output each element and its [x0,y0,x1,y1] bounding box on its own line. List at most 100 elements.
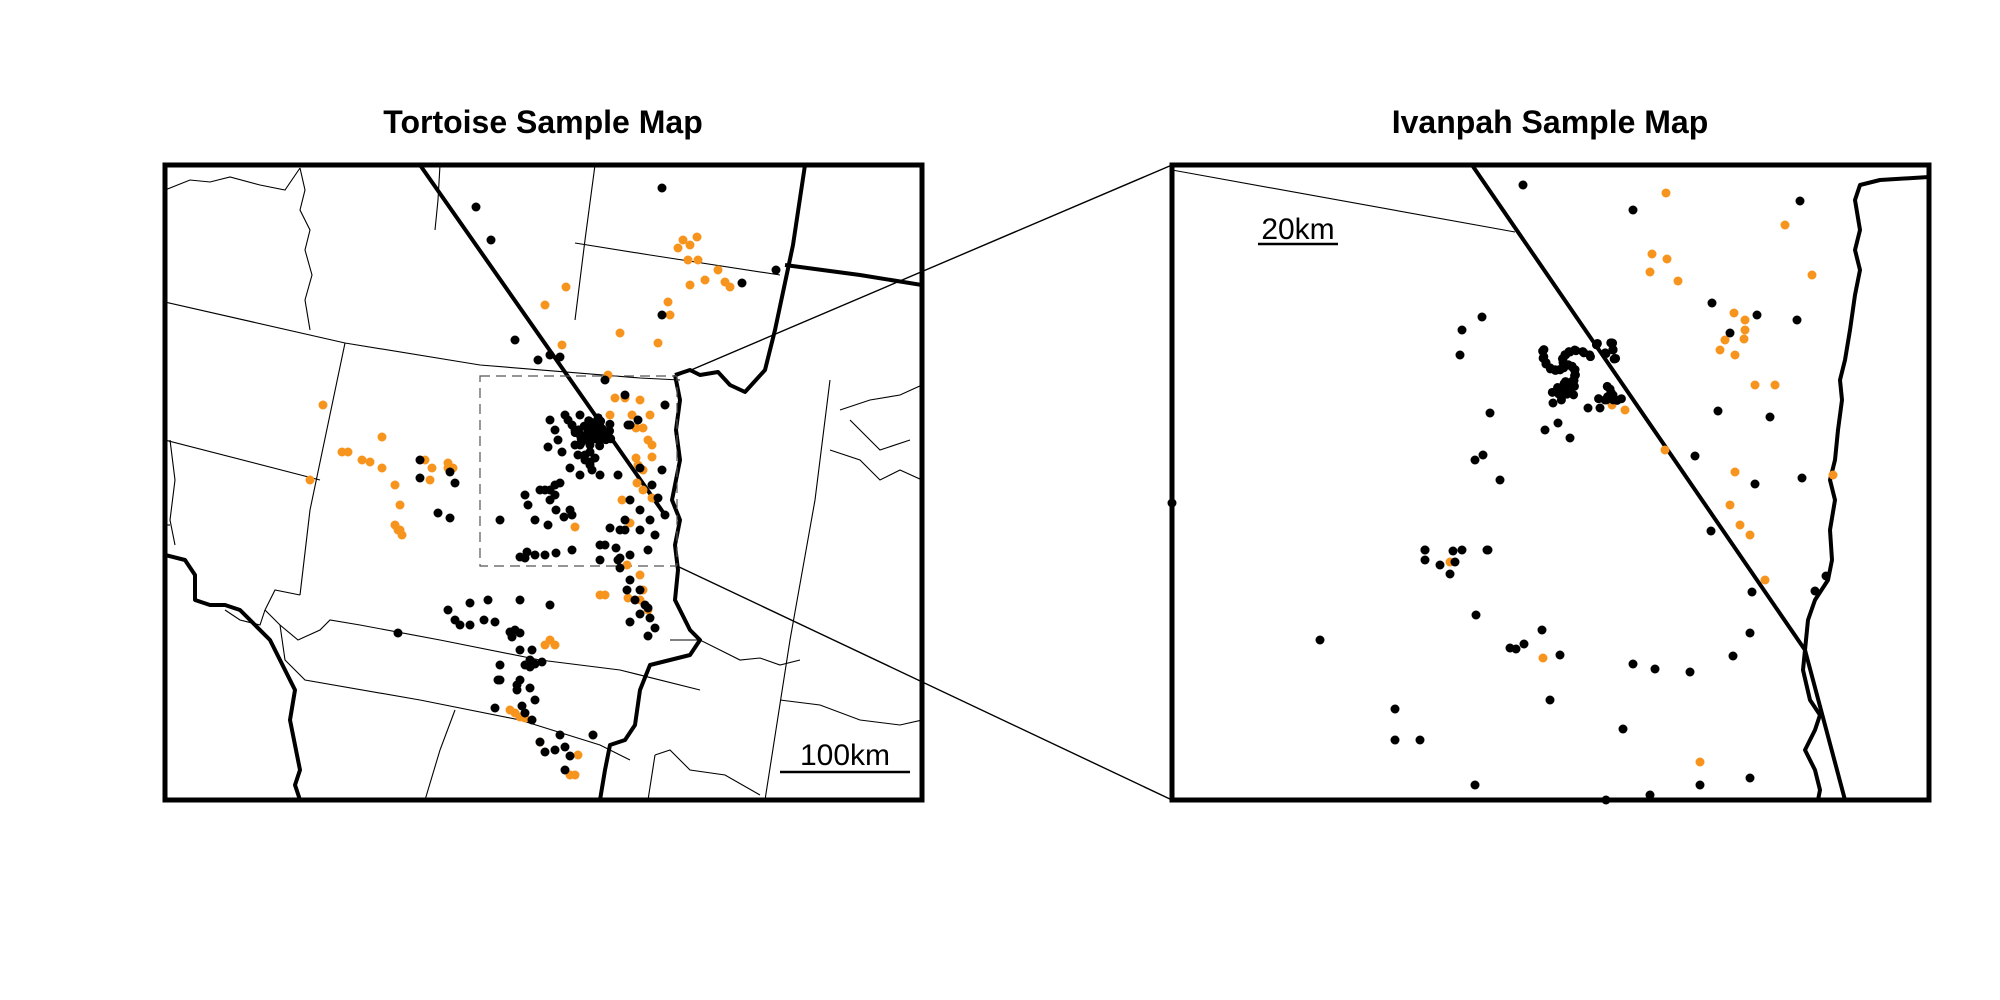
sample-point-black [1628,205,1638,215]
sample-point-orange [540,640,550,650]
sample-point-black [575,410,585,420]
sample-point-black [1690,451,1700,461]
sample-point-orange [663,297,673,307]
sample-point-black [573,450,583,460]
sample-point-orange [632,478,642,488]
sample-point-black [579,421,589,431]
sample-point-black [1583,403,1593,413]
sample-point-black [647,480,657,490]
sample-point-black [650,530,660,540]
sample-point-black [1745,628,1755,638]
sample-point-black [645,515,655,525]
sample-point-black [1725,328,1735,338]
ivanpah-sample-map: 20km [1167,162,1932,805]
sample-point-black [587,465,597,475]
sample-point-orange [645,410,655,420]
sample-point-black [512,680,522,690]
sample-point-black [605,419,615,429]
sample-point-orange [343,447,353,457]
sample-point-black [643,631,653,641]
sample-point-black [1695,780,1705,790]
left-map-title: Tortoise Sample Map [383,104,702,140]
sample-point-black [527,645,537,655]
sample-point-black [1450,557,1460,567]
sample-point-orange [653,338,663,348]
sample-point-black [620,525,630,535]
sample-point-black [515,595,525,605]
sample-point-black [660,510,670,520]
sample-point-black [1628,659,1638,669]
sample-point-black [445,513,455,523]
sample-point-orange [1538,653,1548,663]
sample-point-black [643,545,653,555]
sample-point-orange [570,522,580,532]
sample-point-black [650,623,660,633]
sample-point-orange [693,255,703,265]
sample-point-black [1606,387,1616,397]
sample-point-black [1548,398,1558,408]
sample-point-black [1445,569,1455,579]
sample-point-black [530,695,540,705]
sample-point-black [1519,639,1529,649]
sample-point-black [1728,651,1738,661]
sample-point-orange [393,525,403,535]
tortoise-sample-map: 100km [162,162,925,803]
sample-point-orange [600,590,610,600]
sample-point-black [1601,349,1611,359]
sample-point-orange [700,275,710,285]
sample-point-black [635,609,645,619]
sample-point-black [1559,363,1569,373]
sample-point-black [543,520,553,530]
sample-point-black [1477,312,1487,322]
sample-point-black [1752,310,1762,320]
sample-point-black [605,426,615,436]
sample-point-black [1578,347,1588,357]
sample-point-black [520,490,530,500]
sample-point-black [515,645,525,655]
sample-point-black [1792,315,1802,325]
sample-point-black [1545,695,1555,705]
sample-point-black [1518,180,1528,190]
sample-point-black [1448,546,1458,556]
sample-point-black [565,751,575,761]
left-map-boundaries [165,165,922,800]
sample-point-black [555,730,565,740]
sample-point-black [565,463,575,473]
left-map-frame [162,162,925,803]
sample-point-black [555,478,565,488]
sample-point-orange [617,495,627,505]
sample-point-orange [623,593,633,603]
sample-point-black [657,465,667,475]
sample-point-orange [1661,188,1671,198]
sample-point-black [1585,350,1595,360]
sample-point-orange [318,400,328,410]
sample-point-black [635,463,645,473]
sample-point-orange [1739,334,1749,344]
sample-point-orange [665,310,675,320]
sample-point-black [600,540,610,550]
sample-point-black [550,425,560,435]
sample-point-black [625,575,635,585]
sample-point-black [575,470,585,480]
sample-point-orange [377,463,387,473]
sample-point-black [1485,408,1495,418]
sample-point-orange [1730,467,1740,477]
sample-point-orange [638,485,648,495]
sample-point-black [1747,587,1757,597]
sample-point-black [595,441,605,451]
sample-point-black [1545,364,1555,374]
sample-point-orange [557,340,567,350]
sample-point-black [523,500,533,510]
sample-point-black [645,613,655,623]
sample-point-black [1765,412,1775,422]
sample-point-black [1611,353,1621,363]
sample-point-black [560,765,570,775]
sample-point-black [495,515,505,525]
sample-point-black [1470,455,1480,465]
sample-point-orange [1745,530,1755,540]
sample-point-orange [377,432,387,442]
left-scale-label: 100km [800,739,890,772]
sample-point-black [622,585,632,595]
sample-point-orange [395,500,405,510]
sample-point-black [520,708,530,718]
